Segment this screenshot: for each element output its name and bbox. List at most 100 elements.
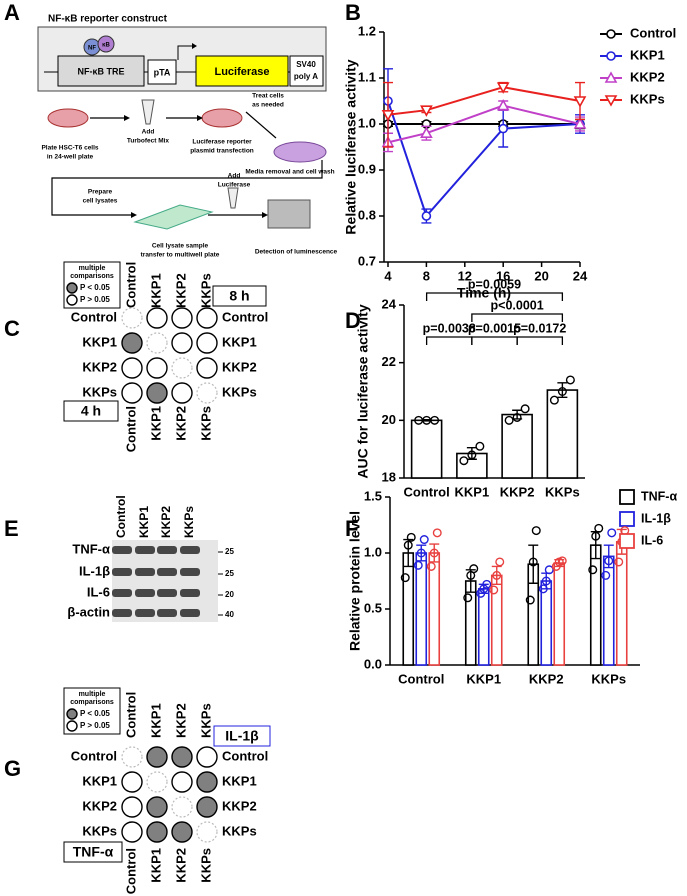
y-tick-label: 0.7 — [358, 253, 376, 268]
data-point — [614, 557, 624, 567]
data-point — [400, 573, 410, 583]
construct-label: pTA — [154, 67, 171, 77]
arrowhead — [262, 212, 268, 218]
row-label: Control — [222, 748, 268, 763]
row-label: KKP1 — [82, 773, 117, 788]
bar — [540, 580, 553, 666]
band — [135, 609, 155, 617]
column-label: KKP1 — [148, 273, 163, 308]
x-tick-label: KKPs — [591, 671, 626, 686]
legend-label: Control — [630, 25, 676, 40]
lane-label: KKP2 — [159, 506, 173, 538]
significance-bracket — [516, 336, 564, 345]
factor-subunit — [97, 35, 115, 53]
marker — [381, 110, 395, 122]
time-box — [212, 285, 267, 307]
data-point — [495, 557, 505, 567]
band-label: IL-6 — [87, 584, 110, 599]
y-tick-label: 0.8 — [358, 207, 376, 222]
bar — [546, 389, 579, 479]
legend-title: multiple — [79, 691, 106, 698]
comparison-cell — [196, 796, 218, 818]
data-point — [429, 548, 439, 558]
marker — [421, 211, 432, 221]
significance-bracket — [471, 313, 564, 322]
legend-label: P < 0.05 — [80, 283, 110, 292]
legend-symbol — [66, 720, 78, 732]
comparison-cell — [171, 746, 193, 768]
comparison-cell — [146, 357, 168, 379]
band-label: β-actin — [67, 604, 110, 619]
time-label: 8 h — [229, 288, 249, 304]
construct-label: Luciferase — [214, 66, 269, 78]
legend-label: P > 0.05 — [80, 721, 110, 730]
legend-label: KKPs — [630, 91, 665, 106]
step-label: transfer to multiwell plate — [141, 252, 220, 259]
time-label: TNF-α — [73, 844, 114, 860]
data-point — [430, 415, 440, 425]
x-tick-label: KKP1 — [466, 671, 501, 686]
row-label: KKPs — [82, 384, 117, 399]
culture-dish — [47, 108, 89, 128]
column-label: KKP2 — [173, 273, 188, 308]
legend-label: P < 0.05 — [80, 709, 110, 718]
column-label: Control — [123, 848, 138, 894]
data-point — [591, 531, 601, 541]
data-point — [469, 564, 479, 574]
data-point — [604, 556, 614, 566]
y-tick-label: 1.0 — [364, 544, 382, 559]
data-point — [557, 556, 567, 566]
band — [157, 568, 177, 576]
lane-label: Control — [114, 495, 128, 538]
y-tick-label: 0.9 — [358, 161, 376, 176]
x-tick-label: 12 — [458, 268, 472, 283]
step-label: Turbofect Mix — [127, 138, 170, 145]
comparison-cell — [196, 382, 218, 404]
data-point — [416, 548, 426, 558]
row-label: Control — [71, 748, 117, 763]
construct-title: NF-κB reporter construct — [48, 14, 168, 25]
construct-element — [147, 59, 177, 85]
column-label: KKP1 — [148, 703, 163, 738]
band — [135, 568, 155, 576]
legend-label: IL-6 — [641, 533, 663, 547]
comparison-cell — [196, 332, 218, 354]
y-tick-label: 0.5 — [364, 600, 382, 615]
tube — [227, 187, 239, 209]
band — [112, 589, 132, 597]
legend-label: P > 0.05 — [80, 295, 110, 304]
comparison-cell — [146, 307, 168, 329]
panel-label: G — [4, 756, 21, 781]
lane-label: KKP1 — [137, 506, 151, 538]
comparison-cell — [171, 796, 193, 818]
workflow-arrow — [51, 160, 323, 216]
data-point — [476, 588, 486, 598]
construct-label: NF-κB TRE — [77, 66, 124, 76]
y-tick-label: 22 — [382, 354, 396, 369]
data-point — [588, 565, 598, 575]
legend-symbol — [66, 294, 78, 306]
comparison-cell — [121, 796, 143, 818]
band-label: TNF-α — [72, 541, 110, 556]
row-label: KKPs — [222, 823, 257, 838]
x-tick-label: KKP2 — [529, 671, 564, 686]
bar — [589, 544, 602, 666]
comparison-cell — [196, 357, 218, 379]
data-point — [504, 415, 514, 425]
x-tick-label: Control — [404, 484, 450, 499]
marker — [420, 105, 433, 117]
column-label: KKPs — [198, 848, 213, 883]
marker — [604, 71, 618, 83]
data-point — [419, 535, 429, 545]
step-label: Luciferase — [218, 182, 251, 189]
data-point — [594, 523, 604, 533]
data-point — [459, 456, 469, 466]
column-label: KKP1 — [148, 848, 163, 883]
panel-label: E — [4, 516, 19, 541]
panel-label: F — [345, 516, 358, 541]
construct-label: SV40 — [296, 60, 316, 69]
comparison-cell — [146, 796, 168, 818]
row-label: KKP1 — [222, 334, 257, 349]
